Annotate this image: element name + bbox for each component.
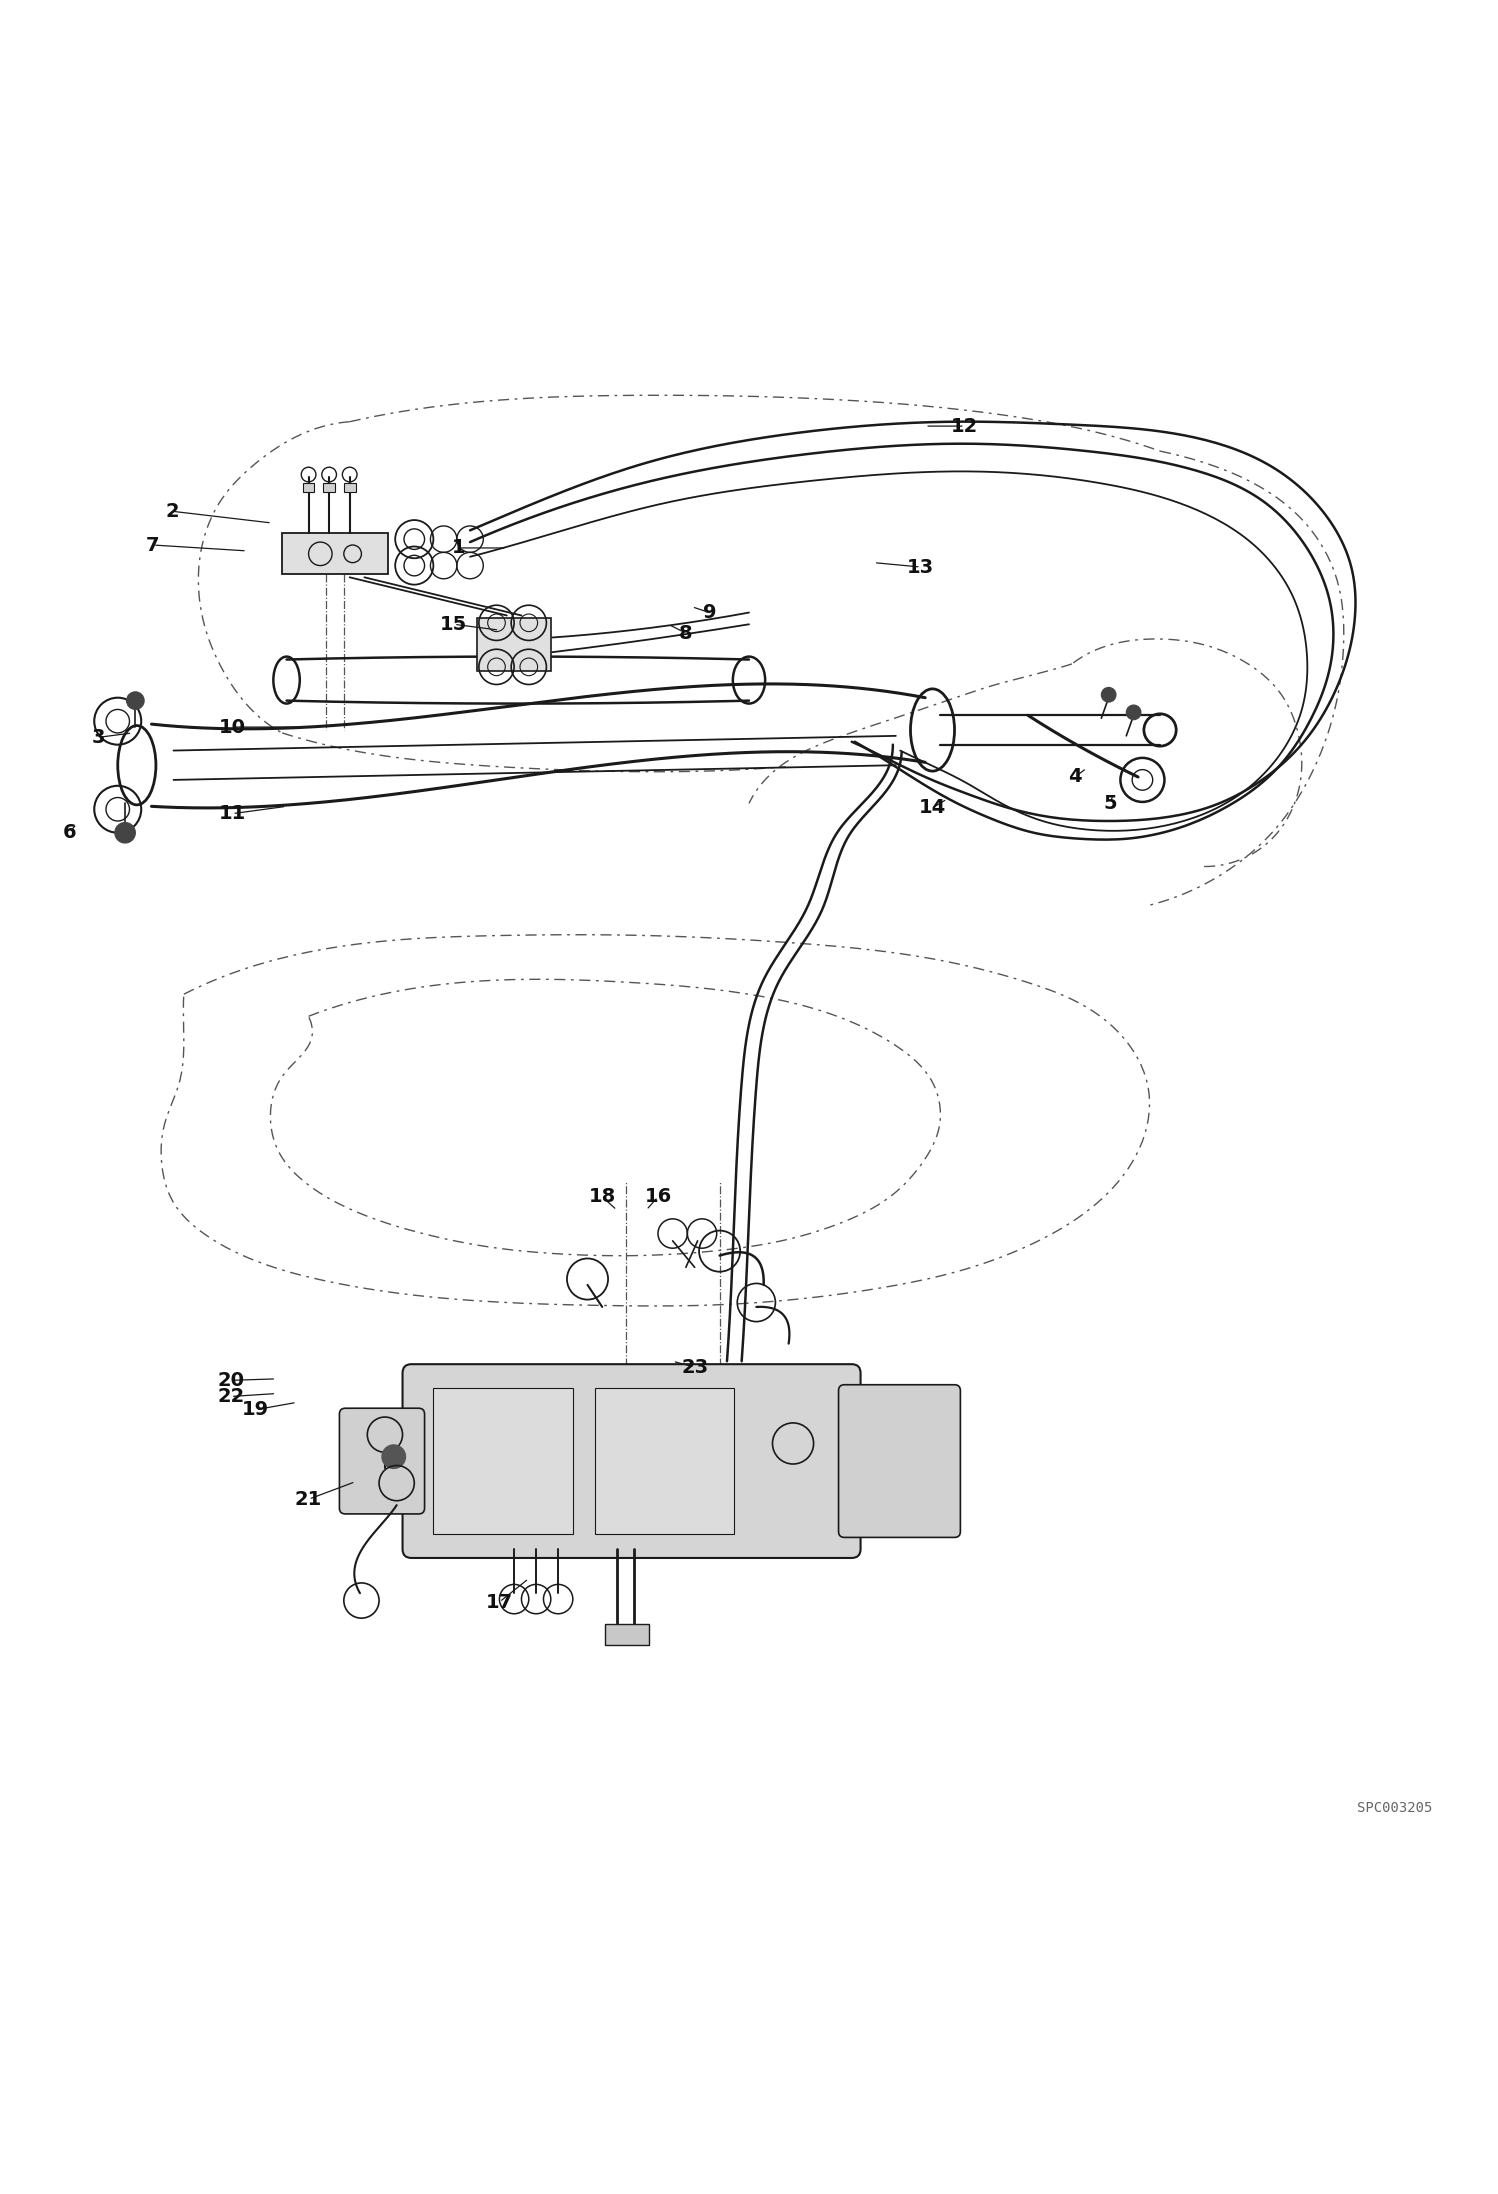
- Circle shape: [1101, 687, 1116, 702]
- FancyBboxPatch shape: [340, 1409, 424, 1514]
- Text: 10: 10: [219, 717, 246, 737]
- Circle shape: [382, 1446, 406, 1468]
- Text: SPC003205: SPC003205: [1357, 1801, 1432, 1814]
- Text: 14: 14: [918, 799, 947, 818]
- Text: 7: 7: [147, 535, 160, 555]
- Circle shape: [1126, 704, 1141, 720]
- Circle shape: [126, 691, 144, 709]
- Text: 4: 4: [1068, 768, 1082, 785]
- Bar: [324, 483, 336, 491]
- Bar: [303, 483, 315, 491]
- Text: 12: 12: [951, 417, 978, 437]
- Text: 2: 2: [165, 502, 178, 520]
- FancyBboxPatch shape: [403, 1365, 860, 1558]
- Text: 16: 16: [644, 1187, 671, 1207]
- Text: 17: 17: [485, 1593, 512, 1613]
- Text: 11: 11: [219, 805, 246, 823]
- Text: 6: 6: [63, 823, 76, 842]
- Text: 15: 15: [440, 614, 467, 634]
- Text: 8: 8: [679, 623, 692, 643]
- Text: 22: 22: [217, 1387, 244, 1406]
- Bar: [345, 483, 355, 491]
- Bar: [595, 1387, 734, 1534]
- Bar: [605, 1624, 649, 1646]
- Text: 3: 3: [91, 728, 105, 746]
- Circle shape: [115, 823, 135, 842]
- Text: 5: 5: [1104, 794, 1118, 814]
- Bar: [433, 1387, 572, 1534]
- Text: 13: 13: [908, 557, 935, 577]
- Bar: [478, 619, 551, 671]
- FancyBboxPatch shape: [839, 1384, 960, 1538]
- Bar: [282, 533, 388, 575]
- Text: 20: 20: [217, 1371, 244, 1389]
- Text: 1: 1: [451, 538, 466, 557]
- Text: 21: 21: [295, 1490, 322, 1509]
- Text: 23: 23: [682, 1358, 709, 1376]
- Text: 19: 19: [243, 1400, 270, 1420]
- Text: 18: 18: [589, 1187, 616, 1207]
- Text: 9: 9: [703, 603, 716, 623]
